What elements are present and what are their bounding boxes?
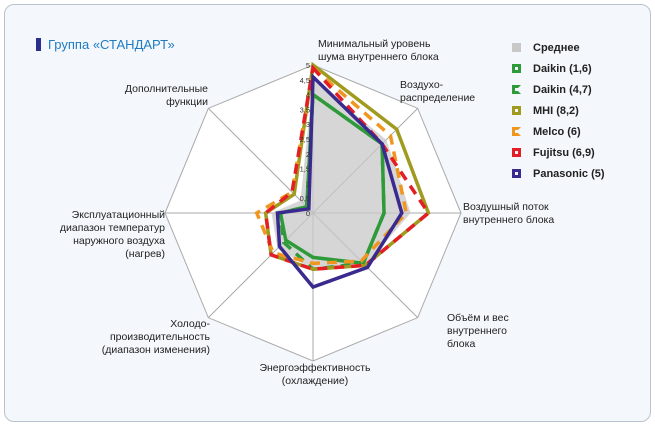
axis-label: Объём и вес внутреннего блока [447, 312, 509, 351]
legend-item: MHI (8,2) [512, 100, 605, 121]
series-line [254, 64, 409, 266]
axis-label-line: блока [447, 338, 476, 350]
axis-label: Холодо-производительность (диапазон измен… [80, 318, 210, 357]
tick-label: 2 [306, 150, 310, 159]
legend-label: Среднее [533, 41, 580, 54]
axis-label: Минимальный уровень шума внутреннего блок… [318, 38, 439, 64]
legend-label: Daikin (1,6) [533, 62, 592, 75]
axis-label-line: диапазон температур [59, 222, 165, 234]
legend-swatch [512, 43, 521, 52]
axis-label-line: Воздухо- [400, 79, 444, 91]
axis-label-line: (нагрев) [125, 248, 165, 260]
legend-label: Daikin (4,7) [533, 83, 592, 96]
axis-label-line: (охлаждение) [281, 375, 349, 387]
series-line [275, 72, 404, 290]
series-area [271, 79, 411, 270]
tick-label: 1 [306, 179, 310, 188]
axis-label-line: (диапазон изменения) [101, 344, 210, 356]
legend-item: Melco (6) [512, 121, 605, 142]
axis-label-line: Эксплуатационный [71, 209, 165, 221]
axis-label: Эксплуатационный диапазон температур наруж… [10, 209, 165, 261]
axis-label-line: внутреннего [447, 325, 507, 337]
legend-item: Fujitsu (6,9) [512, 142, 605, 163]
legend-label: MHI (8,2) [533, 104, 579, 117]
legend-label: Fujitsu (6,9) [533, 146, 595, 159]
axis-label: Энергоэффективность (охлаждение) [250, 362, 380, 388]
axis-label-line: наружного воздуха [73, 235, 165, 247]
legend-label: Melco (6) [533, 125, 581, 138]
legend-item: Daikin (1,6) [512, 58, 605, 79]
axis-label-line: Дополнительные [124, 83, 208, 95]
legend-item: Panasonic (5) [512, 163, 605, 184]
axis-label: Воздушный поток внутреннего блока [463, 201, 554, 227]
axis-label-line: шума внутреннего блока [318, 51, 439, 63]
tick-label: 4 [306, 91, 310, 100]
legend-swatch [512, 127, 521, 136]
axis-label-line: Холодо- [170, 318, 210, 330]
axis-label-line: Объём и вес [447, 312, 509, 324]
chart-title: Группа «СТАНДАРТ» [36, 37, 175, 52]
tick-label: 5 [306, 61, 310, 70]
legend-item: Daikin (4,7) [512, 79, 605, 100]
tick-label: 1,5 [300, 165, 310, 174]
title-bar [36, 38, 41, 51]
grid-spoke [207, 107, 314, 214]
tick-label: 3 [306, 120, 310, 129]
series-line [263, 61, 431, 272]
tick-label: 4,5 [300, 76, 310, 85]
axis-label: Воздухо-распределение [400, 79, 475, 105]
axis-label-line: производительность [109, 331, 210, 343]
series-line [263, 64, 431, 272]
axis-label-line: Минимальный уровень [318, 38, 431, 50]
axis-label: Дополнительные функции [60, 83, 208, 109]
axis-label-line: Энергоэффективность [259, 362, 371, 374]
legend-swatch [512, 106, 521, 115]
legend-item: Среднее [512, 37, 605, 58]
legend-label: Panasonic (5) [533, 167, 605, 180]
legend-swatch [512, 64, 521, 73]
tick-label: 3,5 [300, 105, 310, 114]
tick-label: 0,5 [300, 194, 310, 203]
title-text: Группа «СТАНДАРТ» [48, 37, 175, 52]
axis-label-line: Воздушный поток [463, 201, 549, 213]
tick-label: 0 [306, 209, 310, 218]
tick-label: 2,5 [300, 135, 310, 144]
legend-swatch [512, 169, 521, 178]
axis-label-line: внутреннего блока [463, 214, 555, 226]
legend-swatch [512, 85, 521, 94]
axis-label-line: распределение [400, 92, 476, 104]
axis-label-line: функции [166, 96, 208, 108]
legend-swatch [512, 148, 521, 157]
legend: Среднее Daikin (1,6) Daikin (4,7) MHI (8,2)… [512, 37, 605, 184]
